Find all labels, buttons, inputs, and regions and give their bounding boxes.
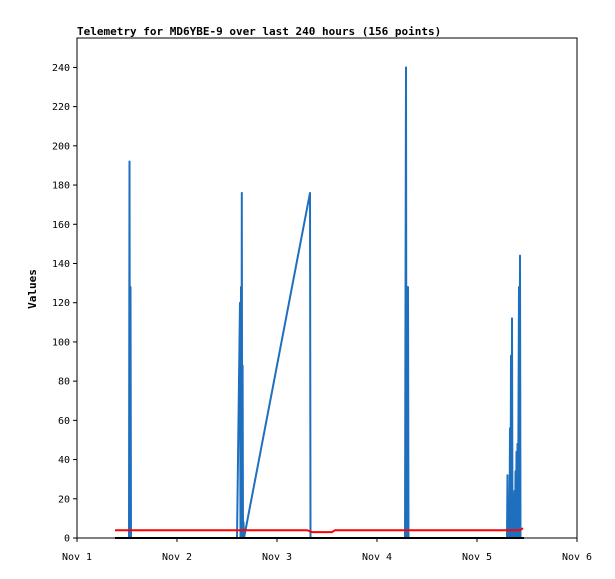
y-tick-label: 140 xyxy=(52,259,70,270)
y-tick-label: 80 xyxy=(58,377,70,388)
y-tick-label: 240 xyxy=(52,63,70,74)
y-tick-label: 20 xyxy=(58,494,70,505)
y-tick-label: 220 xyxy=(52,102,70,113)
y-axis: 0 20 40 60 80 100 120 140 160 180 200 220 240 xyxy=(52,63,77,545)
chart-title: Telemetry for MD6YBE-9 over last 240 hou… xyxy=(77,25,441,38)
y-tick-label: 40 xyxy=(58,455,70,466)
series-line-1 xyxy=(115,527,524,534)
x-tick-label: Nov 4 xyxy=(362,552,392,563)
x-axis: Nov 1 Nov 2 Nov 3 Nov 4 Nov 5 Nov 6 xyxy=(62,538,592,563)
x-tick-label: Nov 3 xyxy=(262,552,292,563)
y-tick-label: 120 xyxy=(52,298,70,309)
y-tick-label: 180 xyxy=(52,181,70,192)
y-tick-label: 60 xyxy=(58,416,70,427)
plot-frame xyxy=(76,37,578,539)
y-tick-label: 160 xyxy=(52,220,70,231)
y-tick-label: 200 xyxy=(52,141,70,152)
y-tick-label: 100 xyxy=(52,337,70,348)
x-tick-label: Nov 6 xyxy=(562,552,592,563)
series-layer xyxy=(115,66,524,539)
x-tick-label: Nov 2 xyxy=(162,552,192,563)
x-tick-label: Nov 5 xyxy=(462,552,492,563)
x-tick-label: Nov 1 xyxy=(62,552,92,563)
y-axis-label: Values xyxy=(26,269,39,309)
y-tick-label: 0 xyxy=(64,534,70,545)
